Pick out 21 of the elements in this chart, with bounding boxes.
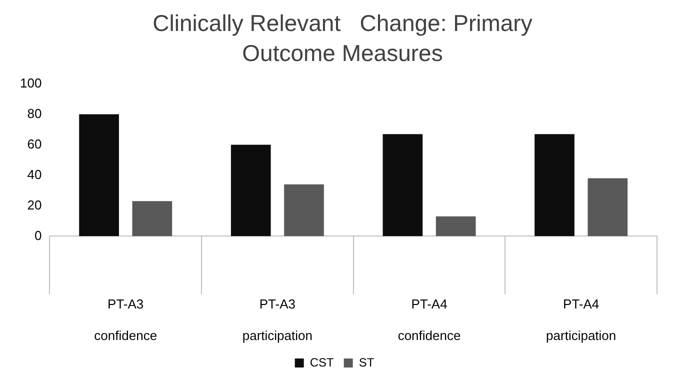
- y-tick-label: 40: [27, 166, 42, 182]
- y-tick-label: 80: [27, 106, 42, 121]
- y-tick-label: 20: [27, 197, 42, 212]
- legend-label: ST: [358, 355, 375, 370]
- bar: [588, 178, 628, 236]
- y-tick-label: 60: [27, 136, 42, 152]
- category-label: PT-A4 confidence: [398, 296, 461, 343]
- chart-title: Clinically Relevant Change: Primary Outcome Measures: [152, 9, 532, 68]
- category-label: PT-A4 participation: [546, 296, 616, 343]
- bar: [79, 114, 119, 236]
- category-label: PT-A3 participation: [242, 296, 312, 343]
- category-label: PT-A3 confidence: [94, 296, 158, 343]
- legend-label: CST: [310, 355, 335, 370]
- bar: [382, 134, 423, 236]
- y-tick-label: 100: [20, 75, 42, 90]
- bar: [534, 134, 574, 236]
- bar: [284, 184, 324, 236]
- bar: [230, 144, 271, 236]
- bar: [436, 216, 476, 236]
- y-tick-label: 0: [34, 228, 42, 243]
- bar: [132, 201, 172, 236]
